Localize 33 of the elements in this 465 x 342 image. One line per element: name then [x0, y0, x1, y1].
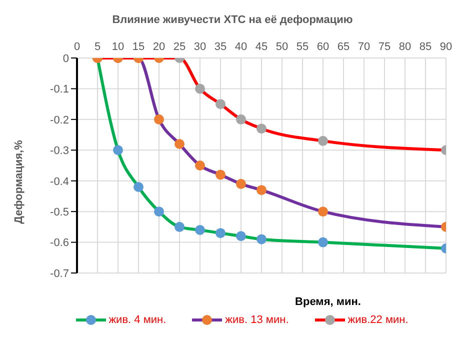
y-tick-label: -0.4 — [50, 176, 69, 188]
legend-label: жив. 13 мин. — [225, 314, 289, 326]
y-tick-label: -0.5 — [50, 206, 69, 218]
x-tick-label: 25 — [173, 41, 186, 53]
y-axis-title: Деформация,% — [13, 140, 26, 224]
x-tick-label: 10 — [112, 41, 124, 53]
x-tick-label: 85 — [419, 41, 432, 53]
y-tick-label: -0.7 — [50, 268, 69, 280]
x-tick-label: 15 — [132, 41, 145, 53]
x-tick-label: 30 — [194, 41, 206, 53]
x-tick-label: 45 — [255, 41, 268, 53]
x-tick-label: 70 — [358, 41, 370, 53]
x-tick-label: 55 — [296, 41, 309, 53]
x-tick-label: 0 — [74, 41, 80, 53]
y-tick-label: -0.3 — [50, 145, 69, 158]
y-tick-label: 0 — [62, 52, 69, 65]
chart-title: Влияние живучести ХТС на её деформацию — [111, 14, 354, 26]
x-tick-label: 75 — [378, 41, 391, 53]
x-tick-label: 90 — [440, 41, 452, 53]
legend-label: жив. 4 мин. — [108, 314, 166, 326]
y-tick-label: -0.6 — [50, 237, 69, 250]
legend-label: жив.22 мин. — [348, 314, 408, 326]
x-tick-label: 35 — [214, 41, 227, 53]
x-tick-label: 80 — [398, 41, 412, 53]
y-tick-label: -0.1 — [50, 84, 69, 96]
x-tick-label: 40 — [234, 41, 248, 53]
x-axis-title: Время, мин. — [294, 296, 362, 308]
x-tick-label: 5 — [94, 41, 101, 53]
x-tick-label: 50 — [276, 41, 288, 53]
x-tick-label: 60 — [316, 41, 330, 53]
y-tick-label: -0.2 — [50, 114, 69, 126]
x-tick-label: 20 — [152, 41, 166, 53]
x-tick-label: 65 — [337, 41, 350, 53]
